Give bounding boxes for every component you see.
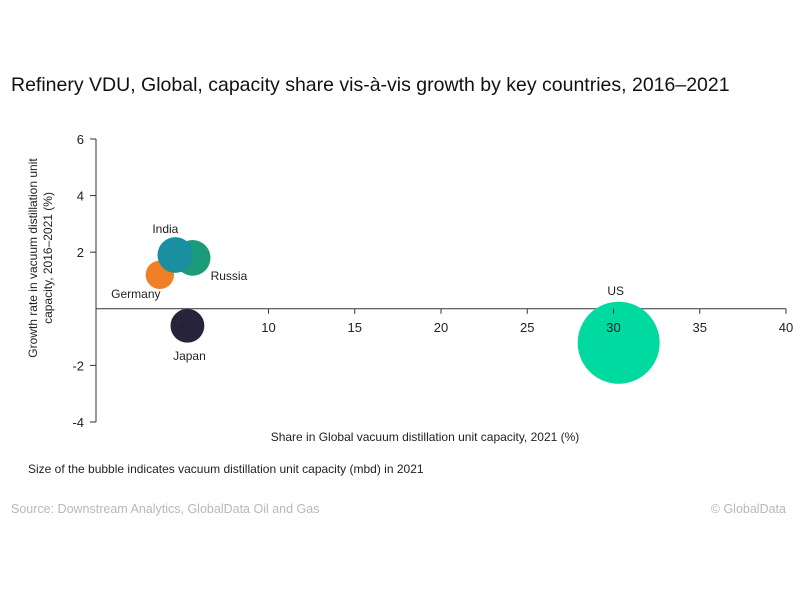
bubble-label-japan: Japan <box>173 349 206 363</box>
bubble-label-india: India <box>152 222 178 236</box>
bubble-label-us: US <box>607 284 624 298</box>
bubble-us <box>577 301 660 384</box>
x-tick-label: 40 <box>779 320 793 335</box>
y-tick-label: -4 <box>72 415 84 430</box>
y-axis-title-line: Growth rate in vacuum distillation unit <box>26 158 40 358</box>
bubble-label-russia: Russia <box>211 269 248 283</box>
x-tick-label: 35 <box>693 320 707 335</box>
x-tick-label: 10 <box>261 320 275 335</box>
y-tick-label: 6 <box>77 132 84 147</box>
bubble-japan <box>170 308 205 343</box>
bubble-size-note: Size of the bubble indicates vacuum dist… <box>28 462 424 476</box>
x-tick-label: 30 <box>606 320 620 335</box>
x-tick-label: 20 <box>434 320 448 335</box>
y-axis-title-line: capacity, 2016–2021 (%) <box>41 192 55 324</box>
x-tick-label: 25 <box>520 320 534 335</box>
x-axis-title: Share in Global vacuum distillation unit… <box>271 430 580 444</box>
y-tick-label: -2 <box>72 358 84 373</box>
y-tick-label: 4 <box>77 189 84 204</box>
source-text: Source: Downstream Analytics, GlobalData… <box>11 502 320 516</box>
y-tick-label: 2 <box>77 245 84 260</box>
copyright-text: © GlobalData <box>710 502 786 516</box>
x-tick-label: 15 <box>348 320 362 335</box>
bubble-label-germany: Germany <box>111 287 160 301</box>
bubble-india <box>157 237 194 273</box>
x-tick-label: 5 <box>179 320 186 335</box>
chart-title: Refinery VDU, Global, capacity share vis… <box>11 74 730 96</box>
